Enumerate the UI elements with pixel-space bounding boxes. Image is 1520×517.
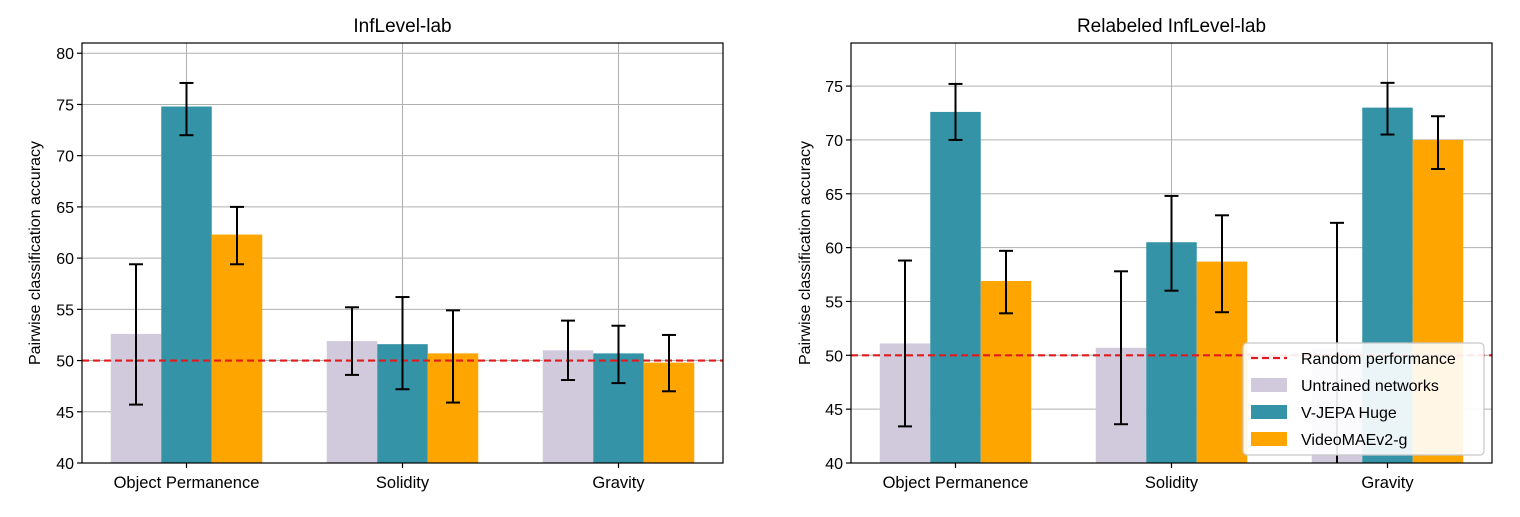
y-tick-label: 65 xyxy=(56,200,74,217)
error-bar xyxy=(611,324,626,385)
y-tick-label: 55 xyxy=(56,302,74,319)
chart-1: 40 45 50 55 60 65 70 75 80 Object Permanence Solid… xyxy=(27,16,724,492)
error-bar xyxy=(1215,214,1229,314)
error-bar xyxy=(948,82,963,141)
legend-label: V-JEPA Huge xyxy=(1301,405,1397,422)
legend-label: Untrained networks xyxy=(1301,378,1439,395)
error-bar xyxy=(129,263,143,406)
y-tick-label: 45 xyxy=(56,405,74,422)
error-bar xyxy=(179,81,194,137)
y-tick-label: 40 xyxy=(56,456,74,473)
x-tick-label: Solidity xyxy=(1145,474,1199,492)
error-bar xyxy=(446,309,460,404)
chart-title: Relabeled InfLevel-lab xyxy=(1077,16,1266,37)
y-tick-label: 60 xyxy=(56,251,74,268)
error-bar xyxy=(1380,81,1395,136)
legend-box xyxy=(1242,342,1485,456)
y-tick-label: 65 xyxy=(825,187,843,204)
legend-label: Random performance xyxy=(1301,351,1456,368)
error-bar xyxy=(662,333,676,393)
y-tick-label: 50 xyxy=(825,348,843,365)
bar-v-jepa-huge-object-permanence xyxy=(930,111,981,463)
y-tick-label: 60 xyxy=(825,241,843,258)
chart-2: 40 45 50 55 60 65 70 75 Object Permanence Solidit… xyxy=(797,16,1493,492)
y-tick-label: 75 xyxy=(825,79,843,96)
error-bar xyxy=(395,296,410,391)
legend-label: VideoMAEv2-g xyxy=(1301,432,1407,449)
y-tick-label: 70 xyxy=(56,149,74,166)
legend: Random performance Untrained networks V-JE… xyxy=(1242,342,1485,456)
error-bar xyxy=(999,249,1013,315)
error-bar xyxy=(1114,270,1128,426)
y-axis-label: Pairwise classification accuracy xyxy=(27,141,44,365)
legend-swatch-untrained-networks xyxy=(1251,378,1287,392)
y-tick-label: 70 xyxy=(825,133,843,150)
y-axis-label: Pairwise classification accuracy xyxy=(797,141,814,365)
error-bar xyxy=(1164,194,1179,292)
y-tick-label: 45 xyxy=(825,402,843,419)
bar-v-jepa-huge-object-permanence xyxy=(161,106,212,463)
x-tick-label: Gravity xyxy=(592,474,645,492)
error-bar xyxy=(230,205,244,266)
y-tick-label: 80 xyxy=(56,46,74,63)
y-tick-label: 50 xyxy=(56,354,74,371)
x-tick-label: Object Permanence xyxy=(883,474,1029,492)
error-bar xyxy=(1431,115,1445,170)
error-bar xyxy=(345,306,359,376)
x-tick-label: Object Permanence xyxy=(114,474,260,492)
error-bar xyxy=(561,319,575,382)
x-tick-label: Gravity xyxy=(1361,474,1414,492)
chart-title: InfLevel-lab xyxy=(353,16,451,37)
legend-swatch-v-jepa-huge xyxy=(1251,405,1287,419)
y-tick-label: 40 xyxy=(825,456,843,473)
y-tick-label: 75 xyxy=(56,97,74,114)
error-bar xyxy=(898,259,912,428)
bar-videomaev2-g-object-permanence xyxy=(211,234,263,463)
legend-swatch-videomaev2-g xyxy=(1251,432,1287,446)
y-tick-label: 55 xyxy=(825,294,843,311)
x-tick-label: Solidity xyxy=(376,474,430,492)
